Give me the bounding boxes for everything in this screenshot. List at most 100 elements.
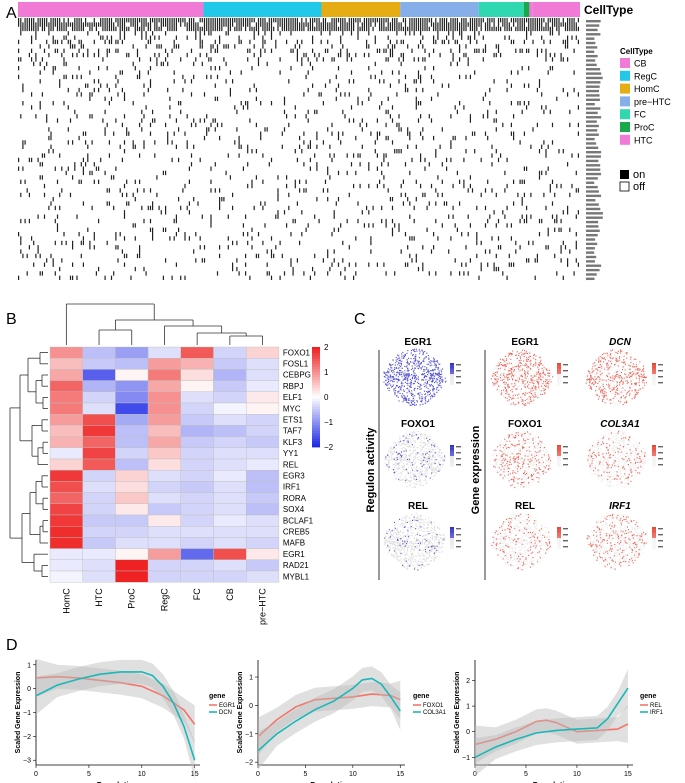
tsne-colorbar-tick [563, 464, 568, 466]
gene-label-mark [586, 142, 597, 145]
heatmap-cell [245, 380, 280, 393]
row-labels: FOXO1 FOSL1 CEBPG RBPJ ELF1 MYC ETS1 TAF7 KLF3 YY… [283, 348, 314, 581]
gene-label-mark [586, 260, 595, 263]
tsne-colorbar-step [652, 378, 656, 381]
tsne-colorbar-step [557, 382, 561, 386]
y-tick-label: −1 [462, 755, 470, 762]
x-tick-label: 5 [87, 771, 91, 778]
regulon-heatmap: FOXO1 FOSL1 CEBPG RBPJ ELF1 MYC ETS1 TAF7 KLF3 YY… [9, 303, 334, 625]
scale-step [312, 371, 320, 374]
tsne-colorbar-tick [456, 370, 461, 372]
tsne-title: IRF1 [609, 501, 631, 512]
tsne-colorbar-tick [563, 370, 568, 372]
tsne-points-low [587, 431, 649, 488]
heatmap-cell [115, 346, 149, 359]
gene-label-mark [586, 155, 601, 158]
heatmap-cell [49, 481, 83, 493]
tsne-colorbar-step [450, 535, 454, 539]
off-label: off [633, 181, 646, 193]
heatmap-cell [82, 402, 116, 415]
heatmap-cell [245, 436, 280, 449]
heatmap-cell [180, 346, 214, 359]
legend-label: CB [634, 59, 647, 69]
tsne-colorbar-tick [456, 364, 461, 366]
scale-step [312, 419, 320, 422]
legend-label: EGR1 [219, 703, 236, 709]
tsne-colorbar-step [450, 464, 454, 468]
gene-label-mark [586, 81, 601, 84]
row-label: MYC [283, 404, 301, 413]
scale-step [312, 379, 320, 382]
heatmap-cell [49, 458, 83, 471]
heatmap-cell [82, 436, 116, 449]
gene-label-mark [586, 102, 595, 106]
legend-label: DCN [219, 710, 232, 716]
heatmap-cell [115, 414, 149, 426]
heatmap-cell [82, 526, 116, 538]
tsne-points-high [491, 513, 551, 571]
gene-label-mark [586, 273, 597, 276]
tsne-colorbar-step [557, 531, 561, 534]
x-tick-label: 10 [138, 771, 146, 778]
tsne-colorbar-step [557, 460, 561, 463]
y-tick-label: 1 [249, 675, 253, 682]
celltype-bar-segment [529, 2, 533, 17]
heatmap-cell [82, 358, 116, 370]
tsne-colorbar-step [652, 542, 656, 545]
tsne-colorbar-step [557, 540, 561, 543]
tsne-colorbar-step [450, 462, 454, 465]
heatmap-cell [245, 548, 280, 560]
heatmap-cell [147, 346, 182, 359]
tsne-points-low [388, 353, 444, 402]
heatmap-cell [49, 570, 83, 583]
heatmap-cell [82, 514, 116, 527]
tsne-colorbar-step [450, 380, 454, 383]
legend-title: gene [209, 693, 225, 700]
tsne-colorbar-tick [658, 376, 663, 378]
tsne-colorbar-step [450, 369, 454, 372]
series-line [474, 687, 629, 759]
heatmap-cell [245, 470, 280, 482]
scale-step [312, 423, 320, 426]
tsne-colorbar-step [557, 447, 561, 450]
tsne-colorbar-step [557, 546, 561, 550]
panel-label-d: D [6, 637, 18, 654]
x-tick-label: 0 [34, 771, 38, 778]
gene-label-mark [586, 50, 595, 53]
tsne-colorbar-step [450, 542, 454, 545]
heatmap-cell [245, 369, 280, 381]
heatmap-cell [245, 526, 280, 538]
tsne-colorbar-step [450, 371, 454, 375]
tsne-colorbar-step [557, 363, 561, 366]
celltype-bar [18, 2, 580, 17]
heatmap-cell [180, 380, 214, 393]
gene-label-mark [586, 94, 600, 97]
tsne-colorbar-step [652, 531, 656, 534]
heatmap-cell [82, 346, 116, 359]
confidence-band [258, 666, 401, 770]
scale-step [312, 363, 320, 366]
row-label: TAF7 [283, 427, 303, 436]
scale-step [312, 349, 320, 352]
heatmap-cell [147, 447, 182, 460]
heatmap-cell [245, 458, 280, 471]
tsne-points-high [585, 349, 647, 406]
heatmap-cell [245, 503, 280, 516]
x-tick-label: 10 [349, 771, 357, 778]
column-label: FC [192, 588, 202, 600]
scale-step [312, 443, 320, 446]
x-tick-label: 0 [256, 771, 260, 778]
heatmap-cell [115, 380, 149, 393]
tsne-colorbar-step [557, 378, 561, 381]
tsne-title: FOXO1 [401, 419, 435, 430]
tsne-colorbar-step [652, 374, 656, 377]
gene-label-mark [586, 159, 599, 163]
gene-label-mark [586, 129, 598, 132]
scale-step [312, 357, 320, 360]
gene-label-mark [586, 89, 600, 93]
heatmap-cell [147, 503, 182, 516]
heatmap-cell [49, 492, 83, 505]
panel-label-c: C [354, 311, 366, 328]
tsne-points-low [384, 512, 446, 570]
